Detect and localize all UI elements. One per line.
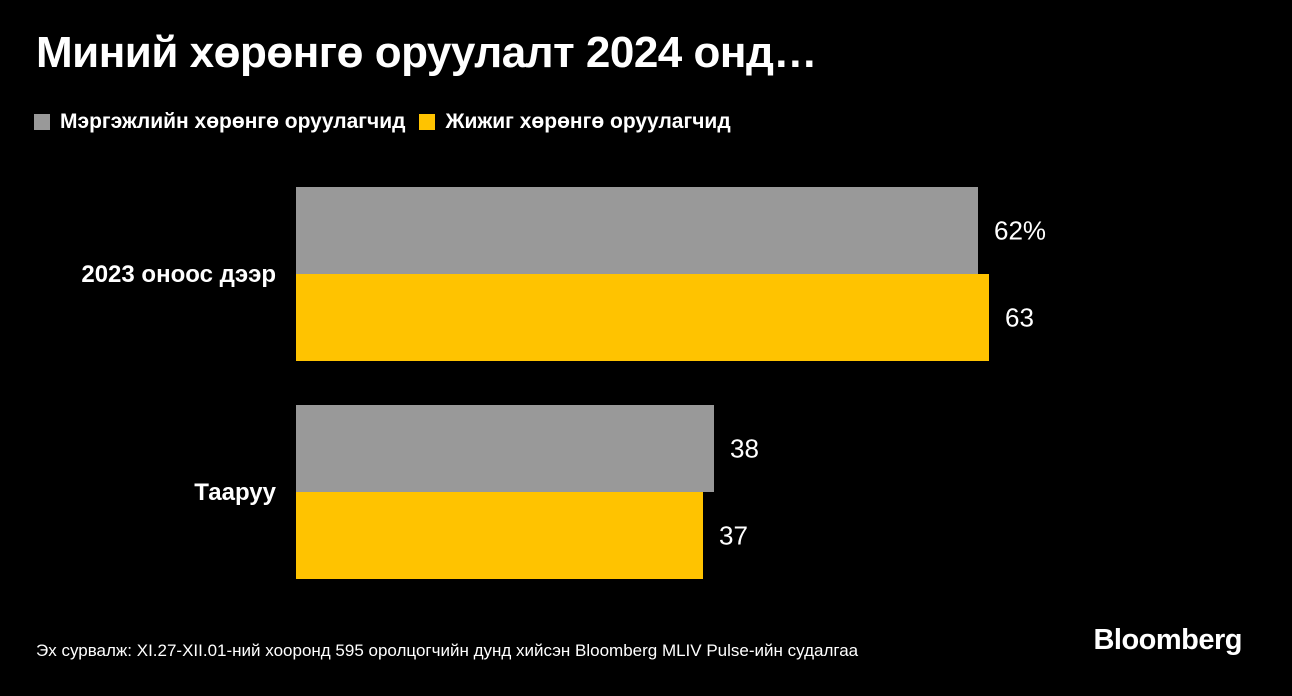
legend-swatch-professional (34, 114, 50, 130)
legend-swatch-small (419, 114, 436, 130)
legend-item-professional: Мэргэжлийн хөрөнгө оруулагчид (34, 110, 405, 134)
bar-series0-cat1 (296, 405, 714, 492)
brand-logo: Bloomberg (1093, 624, 1242, 656)
legend-label-professional: Мэргэжлийн хөрөнгө оруулагчид (60, 110, 406, 133)
data-label-series1-cat1: 37 (719, 521, 748, 551)
category-label-0: 2023 оноос дээр (81, 261, 276, 288)
data-label-series1-cat0: 63 (1005, 303, 1034, 333)
bar-series0-cat0 (296, 187, 978, 274)
chart-title: Миний хөрөнгө оруулалт 2024 онд… (36, 28, 817, 77)
legend-item-small: Жижиг хөрөнгө оруулагчид (419, 110, 731, 134)
bar-series1-cat1 (296, 492, 703, 579)
chart-legend: Мэргэжлийн хөрөнгө оруулагчид Жижиг хөрө… (34, 110, 745, 134)
legend-label-small: Жижиг хөрөнгө оруулагчид (445, 110, 731, 133)
data-label-series0-cat0: 62% (994, 216, 1046, 246)
category-label-1: Тааруу (194, 479, 276, 506)
bar-series1-cat0 (296, 274, 989, 361)
source-note: Эх сурвалж: XI.27-XII.01-ний хооронд 595… (36, 641, 859, 660)
data-label-series0-cat1: 38 (730, 434, 759, 464)
